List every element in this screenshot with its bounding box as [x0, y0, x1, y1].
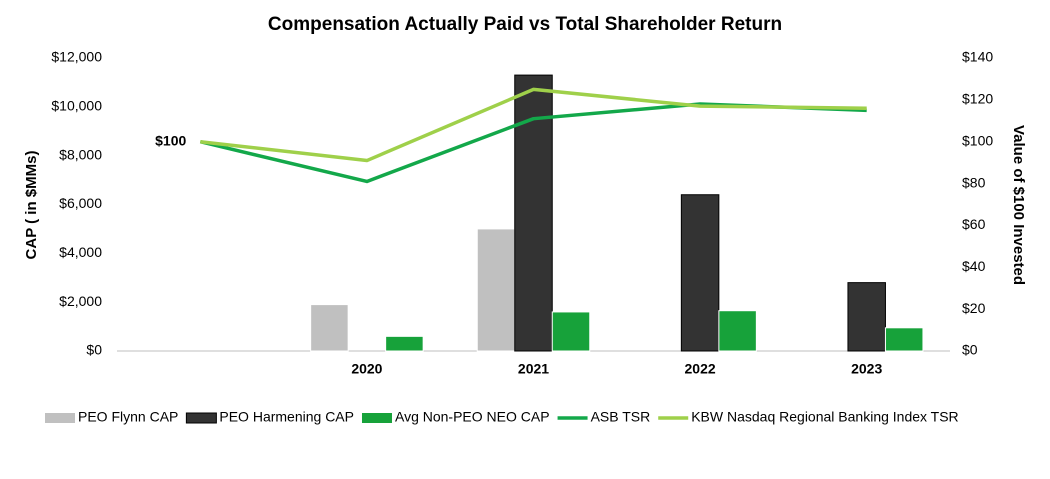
bar — [514, 74, 553, 352]
y2-tick-label: $100 — [962, 132, 993, 148]
y2-tick-label: $20 — [962, 300, 986, 316]
y2-tick-label: $140 — [962, 49, 993, 65]
y-tick-label: $6,000 — [59, 195, 102, 211]
y-tick-label: $8,000 — [59, 146, 102, 162]
y-tick-label: $4,000 — [59, 244, 102, 260]
bar — [310, 304, 349, 352]
y2-axis-title: Value of $100 Invested — [1010, 125, 1027, 285]
legend-label: PEO Flynn CAP — [78, 409, 178, 425]
chart-title: Compensation Actually Paid vs Total Shar… — [268, 14, 782, 35]
line-series — [200, 87, 867, 163]
legend-label: ASB TSR — [591, 409, 651, 425]
y2-tick-label: $0 — [962, 342, 978, 358]
y2-tick-label: $60 — [962, 216, 986, 232]
y-tick-label: $2,000 — [59, 293, 102, 309]
bar — [884, 327, 924, 352]
x-tick-label: 2023 — [851, 361, 882, 377]
legend-label: KBW Nasdaq Regional Banking Index TSR — [691, 409, 958, 425]
legend-label: Avg Non-PEO NEO CAP — [395, 409, 550, 425]
x-tick-label: 2021 — [518, 361, 549, 377]
y-tick-label: $10,000 — [51, 98, 102, 114]
y2-tick-label: $80 — [962, 174, 986, 190]
y2-tick-label: $40 — [962, 258, 986, 274]
x-tick-label: 2020 — [351, 361, 382, 377]
y-axis-title: CAP ( in $MMs) — [23, 151, 40, 260]
bar — [385, 335, 424, 352]
legend-label: PEO Harmening CAP — [219, 409, 354, 425]
y2-tick-label: $120 — [962, 91, 993, 107]
bar — [847, 282, 886, 352]
bar — [476, 228, 516, 352]
y-tick-label: $0 — [86, 342, 102, 358]
legend-swatch — [361, 413, 392, 423]
bar — [680, 194, 720, 352]
legend: PEO Flynn CAP PEO Harmening CAP Avg Non-PE… — [45, 409, 959, 425]
bar — [551, 311, 591, 352]
data-label: $100 — [155, 132, 186, 148]
y-tick-label: $12,000 — [51, 49, 102, 65]
legend-swatch — [185, 412, 217, 424]
x-tick-label: 2022 — [685, 361, 716, 377]
bar — [718, 310, 757, 352]
legend-swatch — [45, 413, 75, 423]
